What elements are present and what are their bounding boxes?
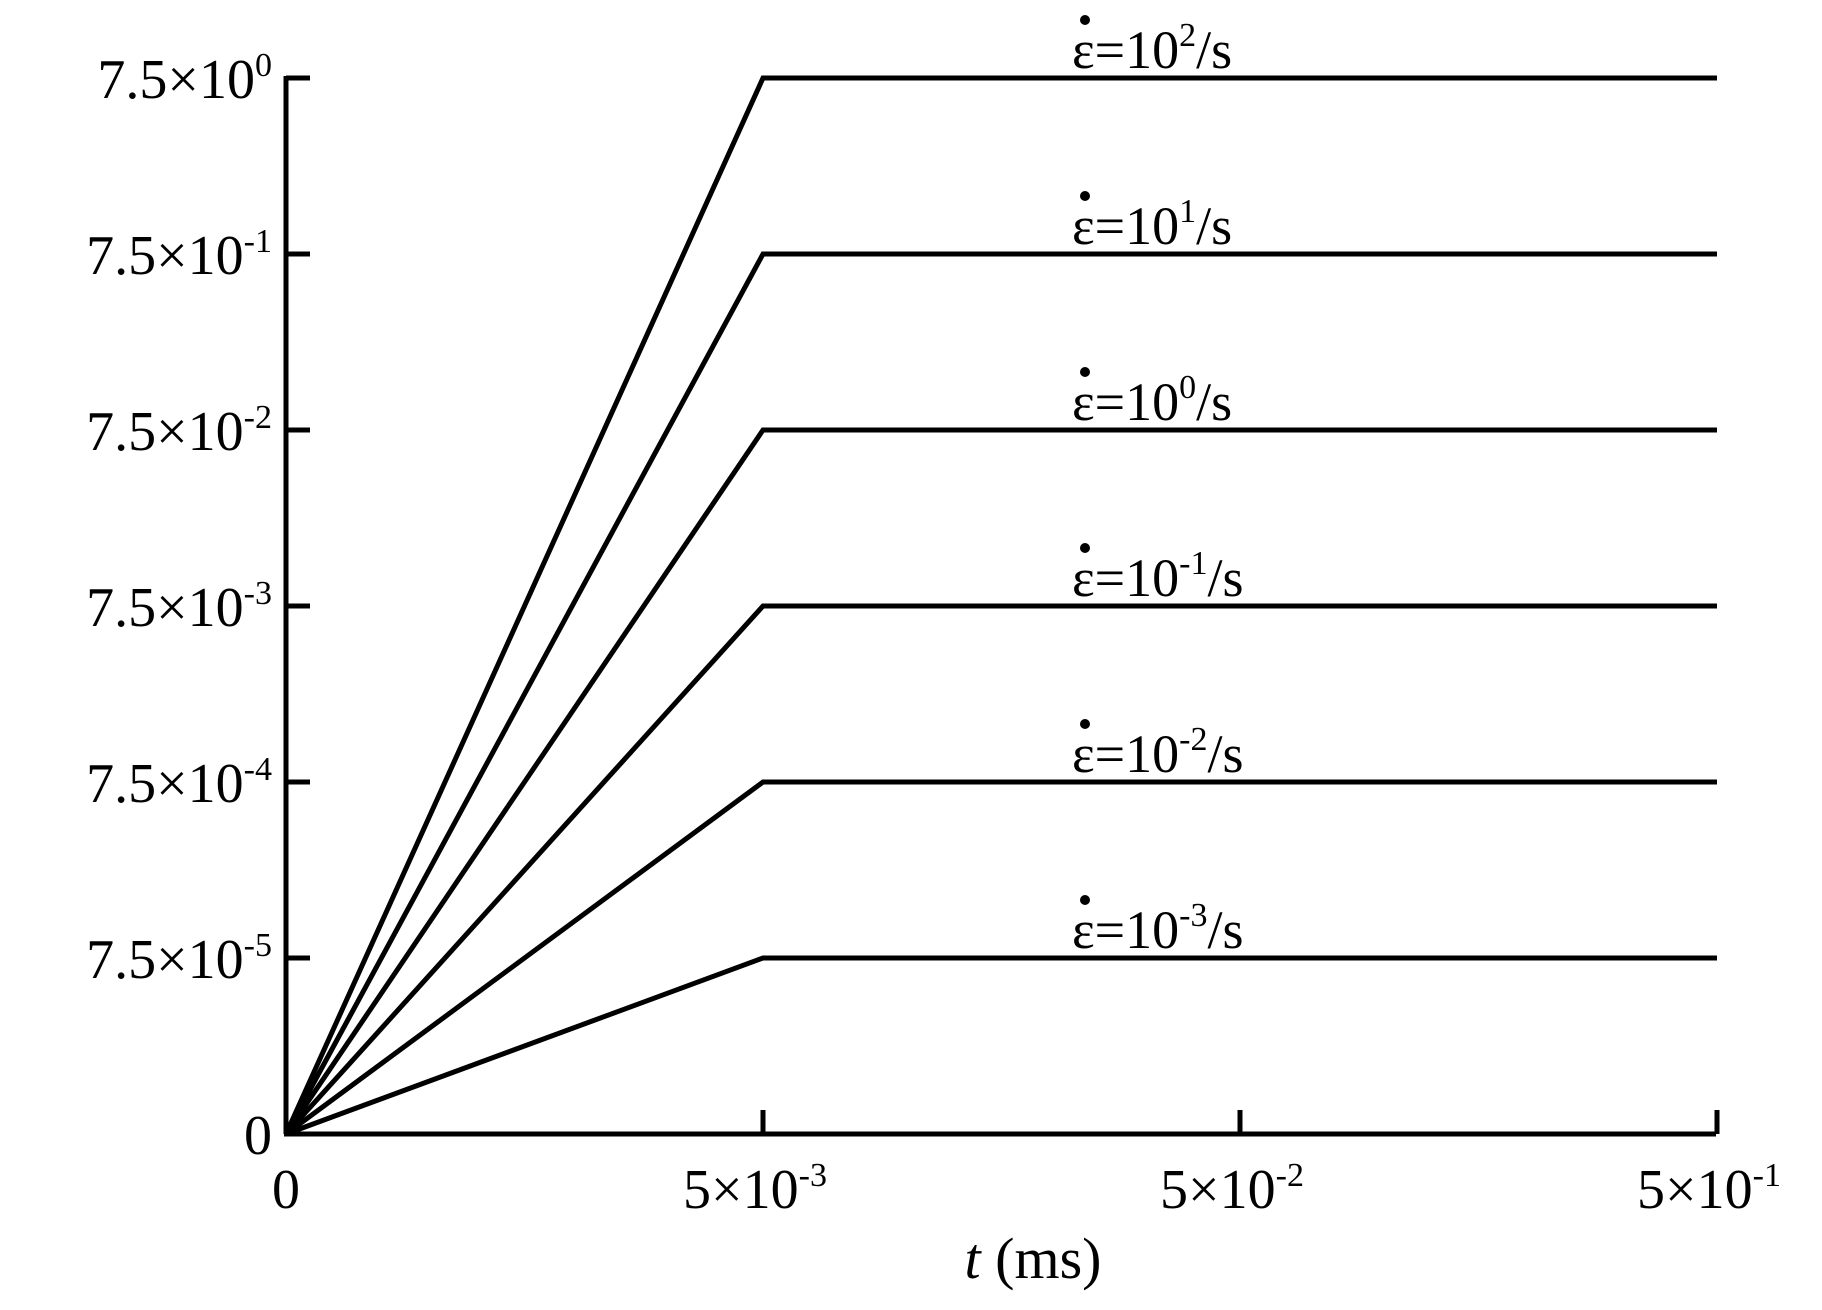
series-line: [284, 603, 1717, 1136]
series-line: [283, 75, 1717, 1136]
rate-dot-icon: [1080, 15, 1090, 25]
series-line: [284, 779, 1717, 1137]
x-tick-label: 5×10-3: [683, 1157, 827, 1221]
x-tick-label: 5×10-1: [1637, 1157, 1781, 1221]
series-label: ε=10-2/s: [1072, 721, 1244, 784]
y-tick-label: 7.5×10-5: [86, 927, 272, 991]
y-tick-label: 7.5×10-1: [86, 223, 272, 287]
rate-dot-icon: [1080, 191, 1090, 201]
x-axis-label: t (ms): [965, 1226, 1102, 1291]
y-tick-label: 7.5×10-4: [86, 751, 272, 815]
rate-dot-icon: [1080, 719, 1090, 729]
series-label: ε=101/s: [1072, 193, 1232, 256]
x-ticks: 0 5×10-3 5×10-2 5×10-1: [272, 1110, 1781, 1221]
x-axis-unit: (ms): [981, 1226, 1102, 1291]
series-line: [283, 427, 1717, 1136]
series-label: ε=102/s: [1072, 17, 1232, 80]
rate-dot-icon: [1080, 895, 1090, 905]
rate-dot-icon: [1080, 367, 1090, 377]
series-label: ε=10-1/s: [1072, 545, 1244, 608]
y-tick-label: 7.5×10-2: [86, 399, 272, 463]
x-tick-label: 5×10-2: [1160, 1157, 1304, 1221]
series-labels: ε=10-3/s ε=10-2/s ε=10-1/s ε=100/s ε=101/s ε=…: [1072, 15, 1244, 960]
x-axis-variable: t: [965, 1226, 983, 1291]
x-tick-label: 0: [272, 1159, 300, 1221]
rate-dot-icon: [1080, 543, 1090, 553]
series-line: [285, 955, 1717, 1137]
series-line: [283, 251, 1717, 1136]
y-ticks: 0 7.5×10-5 7.5×10-4 7.5×10-3 7.5×10-2 7.5×10-…: [86, 47, 310, 1167]
y-tick-label: 7.5×100: [97, 47, 272, 111]
series-lines: [283, 75, 1717, 1137]
y-tick-label: 7.5×10-3: [86, 575, 272, 639]
series-label: ε=100/s: [1072, 369, 1232, 432]
series-label: ε=10-3/s: [1072, 897, 1244, 960]
y-tick-label: 0: [244, 1105, 272, 1167]
